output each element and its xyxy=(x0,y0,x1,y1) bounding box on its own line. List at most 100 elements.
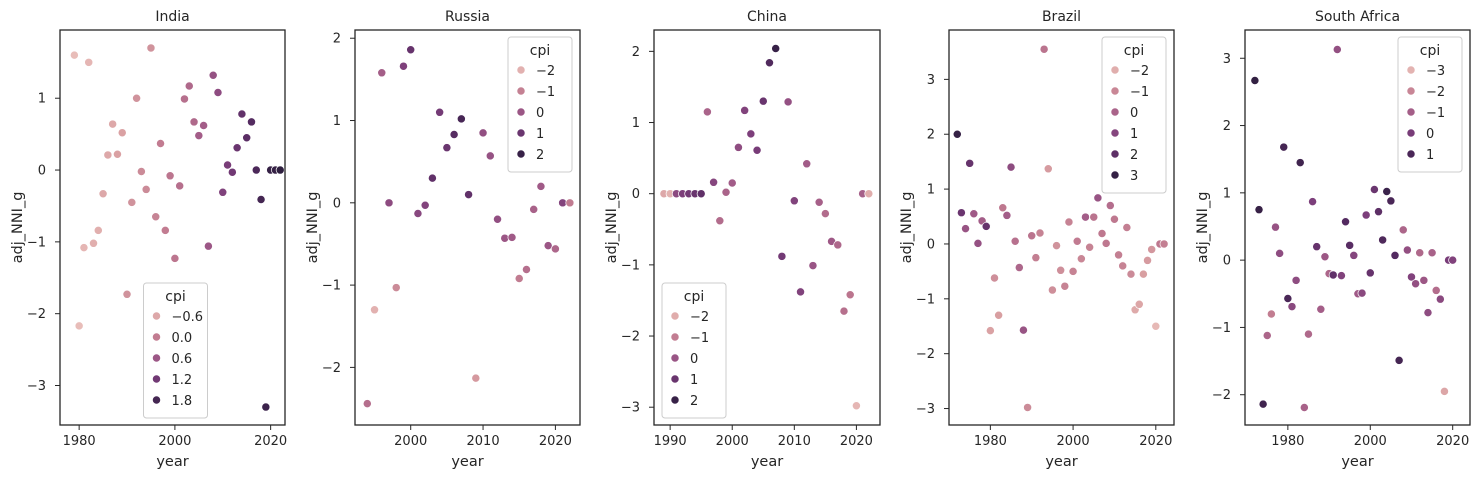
scatter-point xyxy=(449,130,459,139)
scatter-point xyxy=(1299,403,1309,412)
scatter-point xyxy=(251,165,261,175)
scatter-point xyxy=(136,167,146,176)
x-tick-label: 2020 xyxy=(539,434,572,449)
scatter-point xyxy=(117,128,127,138)
y-tick-label: 2 xyxy=(927,128,935,143)
scatter-point xyxy=(1101,238,1111,248)
scatter-point xyxy=(1138,269,1148,279)
scatter-point xyxy=(696,189,706,199)
scatter-point xyxy=(1147,244,1157,254)
scatter-point xyxy=(1320,252,1330,262)
scatter-point xyxy=(189,117,199,127)
subplot-title: South Africa xyxy=(1315,9,1400,25)
y-tick-label: 0 xyxy=(333,196,341,211)
scatter-point xyxy=(435,107,445,117)
x-tick-label: 1990 xyxy=(654,434,687,449)
y-tick-label: −1 xyxy=(621,258,640,273)
scatter-point xyxy=(256,195,266,204)
scatter-point xyxy=(1134,299,1144,309)
scatter-point xyxy=(721,187,731,197)
scatter-point xyxy=(1419,275,1429,285)
scatter-point xyxy=(1014,263,1024,272)
scatter-point xyxy=(965,158,975,168)
scatter-point xyxy=(514,274,524,283)
scatter-point xyxy=(1374,207,1383,217)
scatter-point xyxy=(194,131,204,141)
scatter-point xyxy=(565,198,575,208)
legend: cpi −0.6 0.0 0.6 1.2 1.8 xyxy=(143,282,208,419)
scatter-point xyxy=(227,167,237,177)
scatter-point xyxy=(1435,294,1445,304)
x-tick-label: 2020 xyxy=(840,434,873,449)
legend-marker xyxy=(670,353,680,363)
scatter-point xyxy=(733,142,743,152)
scatter-point xyxy=(223,160,233,170)
subplot-title: India xyxy=(155,9,189,25)
legend-label: 0 xyxy=(1426,127,1434,142)
y-tick-label: 1 xyxy=(333,114,341,129)
y-tick-label: −2 xyxy=(621,330,640,345)
legend-title: cpi xyxy=(165,289,185,305)
y-axis-label: adj_NNI_g xyxy=(899,192,915,264)
x-axis-label: year xyxy=(1045,454,1077,470)
legend-label: −2 xyxy=(536,64,555,79)
scatter-point xyxy=(1043,164,1053,174)
axes-frame xyxy=(653,29,881,426)
legend-title: cpi xyxy=(530,43,550,59)
x-tick-label: 2020 xyxy=(254,434,287,449)
scatter-point xyxy=(84,57,94,67)
legend-label: −3 xyxy=(1426,64,1445,79)
scatter-point xyxy=(218,187,228,197)
scatter-point xyxy=(1308,197,1318,207)
scatter-point xyxy=(237,109,247,119)
legend-marker xyxy=(670,311,680,321)
scatter-point xyxy=(93,225,103,235)
y-tick-label: −3 xyxy=(916,402,935,417)
scatter-point xyxy=(1250,76,1260,85)
x-axis-label: year xyxy=(751,454,783,470)
scatter-point xyxy=(1279,142,1289,152)
scatter-point xyxy=(399,61,408,71)
scatter-point xyxy=(1440,386,1449,396)
scatter-point xyxy=(108,119,118,129)
scatter-point xyxy=(427,173,437,183)
legend-label: 1 xyxy=(536,127,544,142)
scatter-point xyxy=(522,265,531,274)
scatter-point xyxy=(1295,158,1305,168)
scatter-point xyxy=(1031,253,1041,263)
legend-title: cpi xyxy=(1420,43,1440,59)
legend-marker xyxy=(1110,170,1120,180)
scatter-point xyxy=(1089,212,1099,222)
scatter-point xyxy=(543,241,553,251)
scatter-point xyxy=(1076,254,1086,264)
scatter-point xyxy=(146,43,156,53)
x-tick-label: 2010 xyxy=(467,434,500,449)
scatter-point xyxy=(1390,250,1400,260)
legend-marker xyxy=(670,374,680,384)
scatter-point xyxy=(529,204,539,214)
legend-label: −1 xyxy=(690,331,709,346)
legend-label: 0.0 xyxy=(172,331,193,346)
scatter-point xyxy=(1341,217,1350,227)
scatter-point xyxy=(1378,235,1388,245)
scatter-point xyxy=(478,128,488,138)
x-tick-label: 2000 xyxy=(716,434,749,449)
scatter-point xyxy=(796,287,805,297)
legend-title: cpi xyxy=(1124,43,1144,59)
scatter-point xyxy=(1023,402,1033,412)
scatter-point xyxy=(132,93,142,103)
scatter-point xyxy=(1361,210,1371,220)
legend-label: 0 xyxy=(536,106,544,121)
scatter-point xyxy=(1382,187,1392,196)
scatter-point xyxy=(1304,329,1313,339)
x-axis-label: year xyxy=(1341,454,1373,470)
legend: cpi −2 −1 0 1 2 xyxy=(507,36,573,173)
axes-frame xyxy=(59,29,286,426)
subplot-china: China 1990 2000 2010 2020 −3 −2 −1 0 1 2 year adj_NN… xyxy=(604,9,881,470)
scatter-point xyxy=(1064,217,1074,227)
y-tick-label: 0 xyxy=(1223,254,1231,269)
scatter-point xyxy=(442,143,452,153)
scatter-point xyxy=(1093,193,1103,203)
scatter-point xyxy=(1056,265,1066,275)
legend-label: −0.6 xyxy=(172,310,204,325)
